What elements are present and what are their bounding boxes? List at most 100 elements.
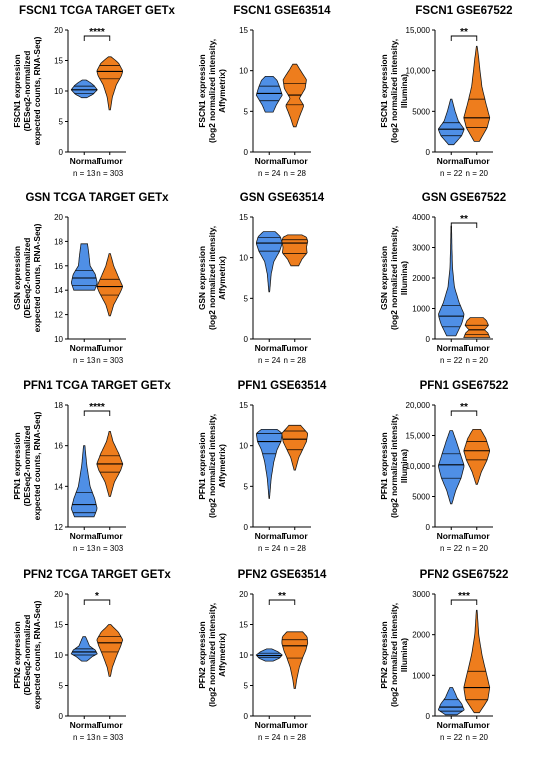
y-tick-label: 2000 xyxy=(412,631,430,640)
violin-tumor xyxy=(463,429,491,485)
n-label: n = 13 xyxy=(73,544,96,553)
y-tick-label: 1000 xyxy=(412,305,430,314)
panel-title: PFN2 GSE63514 xyxy=(238,569,327,581)
n-label: n = 28 xyxy=(284,544,307,553)
significance-bracket xyxy=(450,599,478,605)
n-label: n = 20 xyxy=(466,356,489,365)
panel-8: PFN1 GSE63514 PFN1 expression(log2 normal… xyxy=(197,380,327,553)
violin-normal xyxy=(255,429,283,499)
panel-title: FSCN1 GSE63514 xyxy=(233,5,331,17)
violin-normal xyxy=(70,445,98,518)
panel-2: FSCN1 GSE63514 FSCN1 expression(log2 norm… xyxy=(197,5,331,178)
significance-label: * xyxy=(95,591,99,602)
y-tick-label: 5 xyxy=(59,118,64,127)
category-label: Tumor xyxy=(282,343,309,353)
category-label: Normal xyxy=(70,156,99,166)
y-tick-label: 20,000 xyxy=(406,401,431,410)
y-tick-label: 0 xyxy=(244,712,249,721)
n-label: n = 13 xyxy=(73,169,96,178)
violin-normal xyxy=(437,687,465,716)
category-label: Normal xyxy=(437,720,466,730)
category-label: Tumor xyxy=(97,343,124,353)
y-tick-label: 0 xyxy=(426,335,431,344)
y-tick-label: 20 xyxy=(54,26,63,35)
significance-bracket xyxy=(450,222,478,228)
y-tick-label: 10 xyxy=(239,442,248,451)
y-tick-label: 10,000 xyxy=(406,67,431,76)
y-tick-label: 10 xyxy=(239,254,248,263)
category-label: Tumor xyxy=(97,531,124,541)
panel-title: PFN1 TCGA TARGET GETx xyxy=(23,380,171,392)
n-label: n = 22 xyxy=(440,356,463,365)
y-tick-label: 14 xyxy=(54,286,63,295)
n-label: n = 24 xyxy=(258,356,281,365)
panel-7: PFN1 TCGA TARGET GETx PFN1 expression(DES… xyxy=(12,380,171,553)
panel-title: FSCN1 GSE67522 xyxy=(415,5,512,17)
significance-label: ** xyxy=(460,27,468,38)
category-label: Tumor xyxy=(464,343,491,353)
n-label: n = 22 xyxy=(440,169,463,178)
y-tick-label: 4000 xyxy=(412,213,430,222)
significance-bracket xyxy=(83,35,111,41)
n-label: n = 22 xyxy=(440,544,463,553)
y-tick-label: 15 xyxy=(54,621,63,630)
y-tick-label: 12 xyxy=(54,523,63,532)
category-label: Normal xyxy=(70,343,99,353)
panel-title: GSN GSE67522 xyxy=(422,192,506,204)
y-tick-label: 15 xyxy=(239,401,248,410)
y-tick-label: 5000 xyxy=(412,107,430,116)
violin-tumor xyxy=(463,317,491,338)
y-tick-label: 0 xyxy=(59,148,64,157)
y-tick-label: 10 xyxy=(239,651,248,660)
panel-11: PFN2 GSE63514 PFN2 expression(log2 normal… xyxy=(197,569,327,742)
panel-10: PFN2 TCGA TARGET GETx PFN2 expression(DES… xyxy=(12,569,171,742)
category-label: Tumor xyxy=(97,156,124,166)
n-label: n = 24 xyxy=(258,169,281,178)
significance-bracket xyxy=(450,35,478,41)
y-tick-label: 12 xyxy=(54,311,63,320)
violin-normal xyxy=(71,243,98,291)
y-tick-label: 5 xyxy=(59,682,64,691)
y-tick-label: 5 xyxy=(244,682,249,691)
category-label: Normal xyxy=(255,720,284,730)
n-label: n = 28 xyxy=(284,733,307,742)
panel-6: GSN GSE67522 GSN expression(log2 normaliz… xyxy=(379,192,506,365)
y-tick-label: 15,000 xyxy=(406,26,431,35)
violin-tumor xyxy=(281,631,309,689)
significance-label: ** xyxy=(460,214,468,225)
n-label: n = 28 xyxy=(284,356,307,365)
y-tick-label: 18 xyxy=(54,401,63,410)
n-label: n = 13 xyxy=(73,733,96,742)
violin-tumor xyxy=(463,45,491,142)
violin-tumor xyxy=(96,56,124,111)
y-axis-label: GSN expression(DESeq2-normalizedexpected… xyxy=(12,223,42,332)
y-axis-label: PFN2 expression(log2 normalized intensit… xyxy=(379,603,409,707)
category-label: Tumor xyxy=(464,720,491,730)
y-tick-label: 20 xyxy=(239,590,248,599)
y-tick-label: 10 xyxy=(54,87,63,96)
y-tick-label: 15,000 xyxy=(406,432,431,441)
violin-tumor xyxy=(96,253,124,317)
y-tick-label: 2000 xyxy=(412,274,430,283)
n-label: n = 303 xyxy=(96,169,123,178)
panel-title: PFN1 GSE67522 xyxy=(420,380,509,392)
significance-label: **** xyxy=(89,402,105,413)
violin-normal xyxy=(255,648,283,662)
category-label: Tumor xyxy=(464,531,491,541)
y-tick-label: 0 xyxy=(59,712,64,721)
violin-normal xyxy=(255,231,283,293)
n-label: n = 303 xyxy=(96,356,123,365)
n-label: n = 20 xyxy=(466,169,489,178)
category-label: Tumor xyxy=(464,156,491,166)
significance-label: **** xyxy=(89,27,105,38)
violin-tumor xyxy=(463,609,491,714)
y-tick-label: 15 xyxy=(239,213,248,222)
category-label: Normal xyxy=(70,720,99,730)
significance-label: ** xyxy=(278,591,286,602)
y-tick-label: 0 xyxy=(426,148,431,157)
y-axis-label: PFN1 expression(DESeq2-normalizedexpecte… xyxy=(12,411,42,520)
y-tick-label: 15 xyxy=(54,57,63,66)
violin-normal xyxy=(437,430,465,505)
y-tick-label: 15 xyxy=(239,621,248,630)
